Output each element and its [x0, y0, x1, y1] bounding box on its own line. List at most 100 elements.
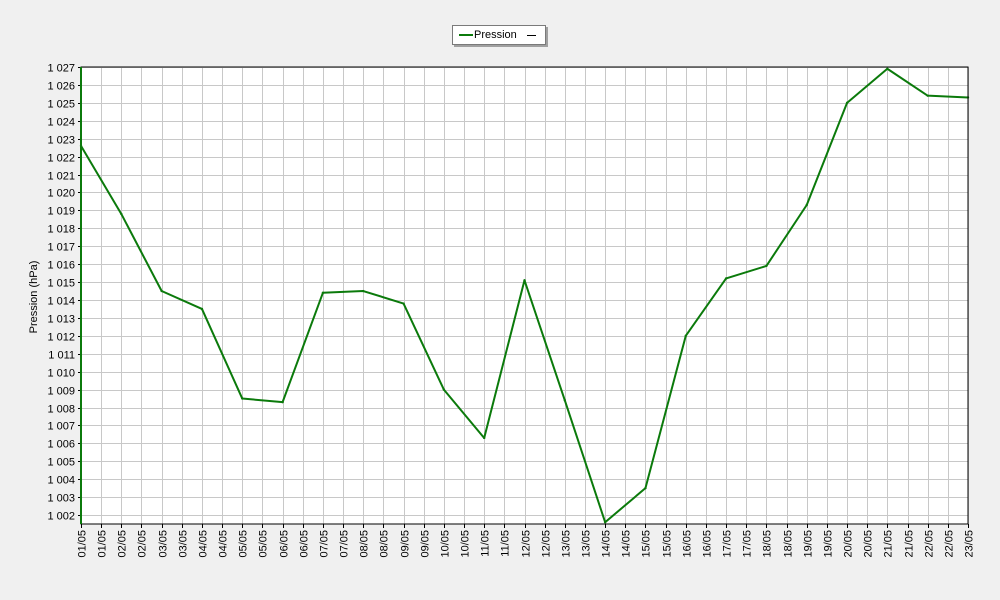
- x-tick-label: 05/05: [258, 530, 270, 558]
- x-tick-label: 19/05: [823, 530, 835, 558]
- y-tick-label: 1 003: [47, 493, 75, 505]
- x-tick-label: 19/05: [803, 530, 815, 558]
- y-tick-label: 1 020: [47, 188, 75, 200]
- x-tick-label: 10/05: [440, 530, 452, 558]
- x-tick-label: 08/05: [379, 530, 391, 558]
- y-tick-label: 1 010: [47, 368, 75, 380]
- y-tick-label: 1 009: [47, 386, 75, 398]
- x-tick-label: 11/05: [480, 530, 492, 557]
- data-point: [724, 277, 728, 280]
- y-tick-label: 1 016: [47, 260, 75, 272]
- x-tick-label: 01/05: [97, 530, 109, 558]
- y-tick-label: 1 019: [47, 206, 75, 218]
- x-tick-label: 06/05: [279, 530, 291, 558]
- y-tick-label: 1 026: [47, 81, 75, 93]
- x-tick-label: 15/05: [641, 530, 653, 558]
- data-point: [442, 388, 446, 391]
- data-point: [241, 397, 244, 400]
- y-axis: 1 002 1 003 1 004 1 005 1 006 1 007 1 008 1 009…: [47, 63, 81, 523]
- data-point: [563, 399, 567, 402]
- data-point: [482, 436, 486, 440]
- x-tick-label: 18/05: [783, 530, 795, 558]
- x-tick-label: 23/05: [964, 530, 976, 558]
- data-point: [603, 521, 607, 524]
- grid: [81, 67, 969, 524]
- x-tick-label: 20/05: [843, 530, 855, 558]
- plot-area: [81, 67, 968, 524]
- data-point: [684, 334, 687, 338]
- x-tick-label: 17/05: [742, 530, 754, 558]
- x-tick-label: 16/05: [702, 530, 714, 558]
- x-tick-label: 14/05: [601, 530, 613, 558]
- y-tick-label: 1 025: [47, 99, 75, 111]
- x-tick-label: 18/05: [762, 530, 774, 558]
- x-tick-label: 12/05: [521, 530, 533, 558]
- x-tick-label: 15/05: [662, 530, 674, 558]
- y-tick-label: 1 018: [47, 224, 75, 236]
- x-tick-label: 04/05: [218, 530, 230, 558]
- data-point: [805, 203, 808, 207]
- x-tick-label: 17/05: [722, 530, 734, 558]
- series-layer: [79, 67, 970, 524]
- data-point: [886, 67, 889, 70]
- data-point: [644, 486, 647, 490]
- x-tick-label: 02/05: [137, 530, 149, 558]
- y-tick-label: 1 014: [47, 296, 75, 308]
- data-point: [321, 291, 325, 295]
- x-tick-label: 03/05: [178, 530, 190, 558]
- y-tick-label: 1 015: [47, 278, 75, 290]
- y-tick-label: 1 012: [47, 332, 75, 344]
- x-tick-label: 09/05: [400, 530, 412, 558]
- y-tick-label: 1 024: [47, 117, 75, 129]
- y-tick-label: 1 007: [47, 421, 75, 433]
- x-tick-label: 10/05: [460, 530, 472, 558]
- y-tick-label: 1 002: [47, 511, 75, 523]
- data-point: [402, 302, 405, 305]
- y-tick-label: 1 004: [47, 475, 75, 487]
- data-point: [362, 289, 365, 293]
- x-tick-label: 05/05: [238, 530, 250, 558]
- y-tick-label: 1 023: [47, 135, 75, 147]
- data-point: [523, 279, 526, 282]
- y-tick-label: 1 011: [48, 350, 75, 362]
- x-tick-label: 08/05: [359, 530, 371, 558]
- legend-label-pression: Pression: [474, 29, 517, 41]
- x-tick-label: 16/05: [682, 530, 694, 558]
- x-tick-label: 13/05: [561, 530, 573, 558]
- data-point: [160, 289, 163, 293]
- data-point: [845, 101, 849, 105]
- y-tick-label: 1 017: [47, 242, 75, 254]
- x-tick-label: 02/05: [117, 530, 129, 558]
- y-axis-label: Pression (hPa): [28, 260, 40, 334]
- data-point: [200, 307, 204, 311]
- x-tick-label: 14/05: [621, 530, 633, 558]
- y-tick-label: 1 006: [47, 439, 75, 451]
- x-tick-label: 20/05: [863, 530, 875, 558]
- x-tick-label: 09/05: [420, 530, 432, 558]
- x-tick-label: 04/05: [198, 530, 210, 558]
- y-tick-label: 1 008: [47, 404, 75, 416]
- x-tick-label: 03/05: [158, 530, 170, 558]
- y-tick-label: 1 022: [47, 153, 75, 165]
- y-tick-label: 1 021: [47, 171, 75, 183]
- x-tick-label: 07/05: [339, 530, 351, 558]
- x-tick-label: 01/05: [77, 530, 89, 558]
- legend-swatch-pression: [459, 34, 473, 36]
- x-tick-label: 07/05: [319, 530, 331, 558]
- x-tick-label: 11/05: [500, 530, 512, 557]
- x-tick-label: 22/05: [944, 530, 956, 558]
- legend-dash-icon: [527, 35, 536, 36]
- x-tick-label: 21/05: [883, 530, 895, 558]
- y-tick-label: 1 005: [47, 457, 75, 469]
- y-tick-label: 1 013: [47, 314, 75, 326]
- x-tick-label: 22/05: [924, 530, 936, 558]
- y-tick-label: 1 027: [47, 63, 75, 75]
- legend: Pression: [452, 25, 546, 45]
- x-tick-label: 21/05: [904, 530, 916, 558]
- x-tick-label: 13/05: [581, 530, 593, 558]
- x-tick-label: 06/05: [299, 530, 311, 558]
- data-point: [281, 400, 284, 404]
- data-point: [926, 94, 929, 97]
